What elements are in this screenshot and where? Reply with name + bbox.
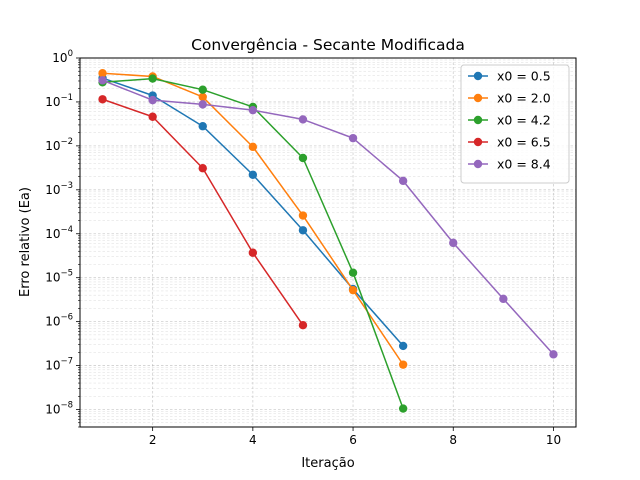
y-tick-label: 10−4 — [45, 225, 73, 241]
data-point — [148, 112, 157, 121]
series-line — [102, 98, 304, 326]
data-point — [549, 350, 558, 359]
y-tick-label: 10−5 — [45, 269, 73, 285]
data-point — [398, 176, 408, 186]
legend-label: x0 = 2.0 — [497, 91, 551, 106]
y-tick-label: 10−1 — [45, 93, 73, 109]
legend-label: x0 = 4.2 — [497, 113, 551, 128]
data-point — [499, 294, 508, 304]
data-point — [248, 248, 258, 257]
data-point — [98, 76, 107, 85]
legend-frame — [460, 64, 570, 184]
legend-swatch-marker — [473, 115, 483, 125]
grid — [80, 57, 576, 428]
data-point — [298, 226, 308, 235]
data-point — [398, 341, 408, 351]
data-point — [248, 142, 258, 152]
series-5 — [98, 76, 558, 359]
y-axis-label: Erro relativo (Ea) — [18, 187, 33, 297]
data-point — [298, 211, 308, 220]
data-point — [298, 153, 308, 163]
data-point — [398, 360, 408, 369]
legend: x0 = 0.5 x0 = 2.0 x0 = 4.2 x0 = 6.5 x0 = 8.4 — [460, 64, 570, 184]
legend-item: x0 = 2.0 — [468, 91, 551, 106]
legend-swatch-marker — [473, 93, 483, 103]
x-tick-label: 8 — [449, 433, 457, 447]
legend-item: x0 = 6.5 — [468, 135, 551, 150]
data-point — [98, 69, 107, 78]
y-tick-label: 10−8 — [45, 401, 73, 417]
series-layer — [98, 69, 558, 413]
x-axis-label: Iteração — [301, 456, 354, 471]
data-point — [398, 404, 408, 413]
plot-frame — [79, 57, 577, 428]
y-tick-label: 10−3 — [45, 181, 73, 197]
data-point — [348, 133, 358, 143]
data-point — [449, 238, 458, 248]
data-point — [348, 285, 358, 295]
x-tick-label: 2 — [149, 433, 157, 447]
data-point — [198, 164, 207, 173]
data-point — [298, 115, 308, 124]
legend-item: x0 = 0.5 — [468, 69, 551, 84]
data-point — [198, 92, 207, 102]
legend-label: x0 = 0.5 — [497, 69, 551, 84]
data-point — [198, 85, 207, 94]
y-tick-label: 10−7 — [45, 357, 73, 373]
y-tick-label: 10−2 — [45, 137, 73, 153]
legend-swatch-marker — [473, 137, 483, 147]
legend-item: x0 = 4.2 — [468, 113, 551, 128]
legend-swatch-marker — [473, 159, 483, 169]
data-point — [98, 95, 107, 104]
x-tick-label: 4 — [249, 433, 257, 447]
data-point — [348, 268, 358, 277]
series-4 — [98, 95, 308, 330]
data-point — [198, 122, 207, 131]
data-point — [248, 105, 258, 115]
legend-label: x0 = 8.4 — [497, 157, 551, 172]
data-point — [198, 100, 207, 109]
legend-label: x0 = 6.5 — [497, 135, 551, 150]
data-point — [298, 320, 308, 330]
x-tick-label: 6 — [349, 433, 357, 447]
legend-swatch-marker — [473, 71, 483, 81]
series-line — [102, 79, 555, 355]
y-tick-label: 10−6 — [45, 313, 73, 329]
x-axis: 2 4 6 8 10 — [149, 427, 561, 447]
y-tick-label: 100 — [52, 49, 73, 65]
data-point — [148, 74, 157, 83]
data-point — [248, 170, 258, 179]
y-axis: 10−8 10−7 10−6 10−5 10−4 10−3 10−2 10−1 100 — [45, 49, 80, 428]
legend-item: x0 = 8.4 — [468, 157, 551, 172]
chart-title: Convergência - Secante Modificada — [191, 36, 465, 54]
x-tick-label: 10 — [546, 433, 561, 447]
data-point — [148, 95, 157, 105]
